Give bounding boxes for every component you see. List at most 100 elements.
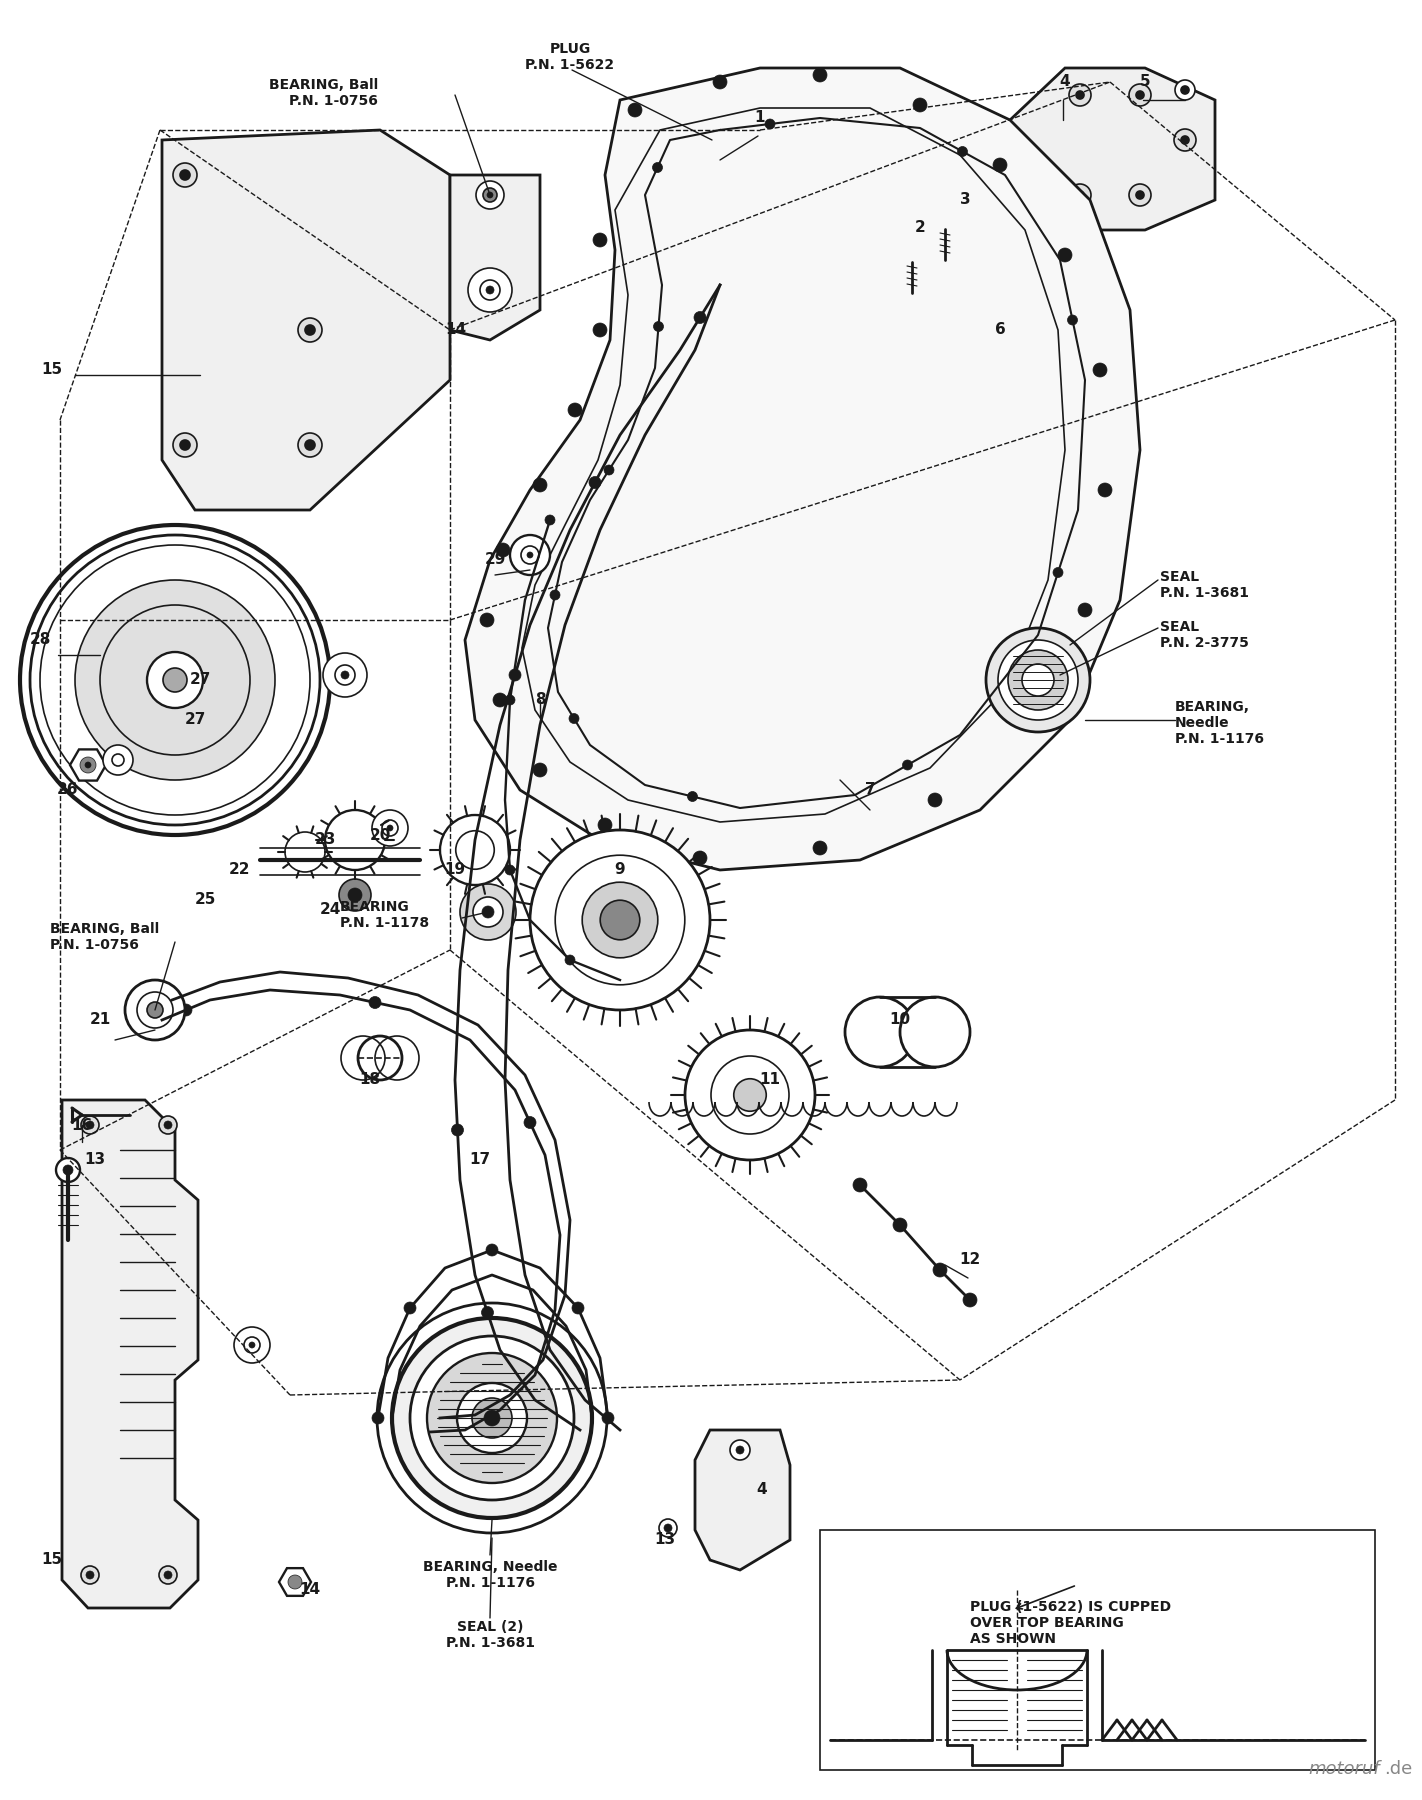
Circle shape bbox=[685, 1030, 815, 1159]
Circle shape bbox=[701, 182, 738, 220]
Circle shape bbox=[664, 281, 675, 293]
Text: 15: 15 bbox=[41, 1552, 63, 1568]
Circle shape bbox=[486, 286, 493, 293]
Circle shape bbox=[600, 900, 640, 940]
Polygon shape bbox=[465, 68, 1140, 869]
Text: 23: 23 bbox=[314, 832, 336, 848]
Circle shape bbox=[550, 590, 560, 599]
Circle shape bbox=[985, 628, 1091, 733]
Circle shape bbox=[146, 1003, 164, 1019]
Circle shape bbox=[729, 1440, 749, 1460]
Circle shape bbox=[1069, 85, 1091, 106]
Circle shape bbox=[808, 160, 820, 171]
Circle shape bbox=[813, 841, 828, 855]
Circle shape bbox=[159, 1566, 176, 1584]
Circle shape bbox=[620, 160, 631, 171]
Circle shape bbox=[127, 1111, 134, 1120]
Circle shape bbox=[664, 108, 675, 119]
Circle shape bbox=[593, 232, 607, 247]
Circle shape bbox=[102, 745, 134, 776]
Circle shape bbox=[304, 439, 316, 450]
Circle shape bbox=[1058, 248, 1072, 263]
Circle shape bbox=[737, 1445, 744, 1454]
Circle shape bbox=[734, 1078, 766, 1111]
Circle shape bbox=[299, 319, 321, 342]
Circle shape bbox=[654, 322, 664, 331]
Circle shape bbox=[1136, 191, 1145, 200]
Circle shape bbox=[368, 997, 381, 1008]
Circle shape bbox=[998, 641, 1078, 720]
Circle shape bbox=[452, 1123, 464, 1136]
Circle shape bbox=[472, 1399, 512, 1438]
Circle shape bbox=[963, 1292, 977, 1307]
Circle shape bbox=[845, 997, 914, 1067]
Circle shape bbox=[81, 1116, 100, 1134]
Text: BEARING, Ball
P.N. 1-0756: BEARING, Ball P.N. 1-0756 bbox=[50, 922, 159, 952]
Circle shape bbox=[813, 68, 828, 83]
Circle shape bbox=[1136, 92, 1145, 99]
Circle shape bbox=[483, 187, 498, 202]
Circle shape bbox=[552, 1409, 563, 1420]
Circle shape bbox=[933, 1264, 947, 1276]
Circle shape bbox=[567, 403, 582, 418]
Circle shape bbox=[284, 832, 326, 871]
Circle shape bbox=[913, 97, 927, 112]
Circle shape bbox=[496, 544, 510, 556]
Text: 14: 14 bbox=[445, 322, 466, 338]
Circle shape bbox=[1068, 315, 1078, 326]
Circle shape bbox=[304, 326, 316, 335]
Circle shape bbox=[146, 652, 203, 707]
Text: 9: 9 bbox=[614, 862, 626, 878]
Circle shape bbox=[539, 1336, 550, 1348]
Circle shape bbox=[731, 95, 744, 108]
Circle shape bbox=[530, 830, 710, 1010]
Circle shape bbox=[341, 671, 348, 679]
Polygon shape bbox=[899, 236, 926, 261]
Text: .de: .de bbox=[1384, 1760, 1412, 1778]
Circle shape bbox=[903, 760, 913, 770]
Polygon shape bbox=[70, 749, 107, 781]
Text: 8: 8 bbox=[535, 693, 545, 707]
Circle shape bbox=[338, 878, 371, 911]
Text: 5: 5 bbox=[1139, 74, 1150, 90]
Circle shape bbox=[410, 1336, 574, 1499]
Circle shape bbox=[983, 331, 1018, 367]
Circle shape bbox=[164, 1571, 172, 1579]
Text: BEARING, Needle
P.N. 1-1176: BEARING, Needle P.N. 1-1176 bbox=[422, 1561, 557, 1589]
Circle shape bbox=[711, 191, 728, 209]
Text: 16: 16 bbox=[71, 1118, 92, 1132]
Circle shape bbox=[853, 1177, 867, 1192]
Circle shape bbox=[173, 434, 198, 457]
Text: 6: 6 bbox=[994, 322, 1005, 338]
Circle shape bbox=[1175, 130, 1196, 151]
Text: 14: 14 bbox=[300, 1582, 320, 1598]
Circle shape bbox=[505, 695, 515, 706]
Polygon shape bbox=[1010, 68, 1214, 230]
Circle shape bbox=[1182, 86, 1189, 94]
Circle shape bbox=[997, 347, 1003, 353]
Circle shape bbox=[493, 693, 508, 707]
Circle shape bbox=[85, 1571, 94, 1579]
Circle shape bbox=[482, 905, 493, 918]
Text: BEARING,
Needle
P.N. 1-1176: BEARING, Needle P.N. 1-1176 bbox=[1175, 700, 1264, 747]
Circle shape bbox=[80, 758, 97, 772]
Circle shape bbox=[582, 882, 658, 958]
Circle shape bbox=[602, 1411, 614, 1424]
Circle shape bbox=[693, 851, 707, 866]
Circle shape bbox=[620, 229, 631, 239]
Text: 12: 12 bbox=[960, 1253, 981, 1267]
Circle shape bbox=[373, 1411, 384, 1424]
Circle shape bbox=[604, 464, 614, 475]
Circle shape bbox=[808, 229, 820, 239]
Circle shape bbox=[326, 810, 385, 869]
Circle shape bbox=[565, 956, 574, 965]
Circle shape bbox=[456, 1382, 528, 1453]
Circle shape bbox=[764, 108, 776, 119]
Circle shape bbox=[695, 126, 724, 155]
Text: 24: 24 bbox=[320, 902, 341, 918]
Circle shape bbox=[85, 1121, 94, 1129]
Circle shape bbox=[906, 241, 919, 254]
Text: PLUG (1-5622) IS CUPPED
OVER TOP BEARING
AS SHOWN: PLUG (1-5622) IS CUPPED OVER TOP BEARING… bbox=[970, 1600, 1172, 1647]
Circle shape bbox=[636, 115, 805, 284]
Text: SEAL
P.N. 2-3775: SEAL P.N. 2-3775 bbox=[1160, 619, 1249, 650]
